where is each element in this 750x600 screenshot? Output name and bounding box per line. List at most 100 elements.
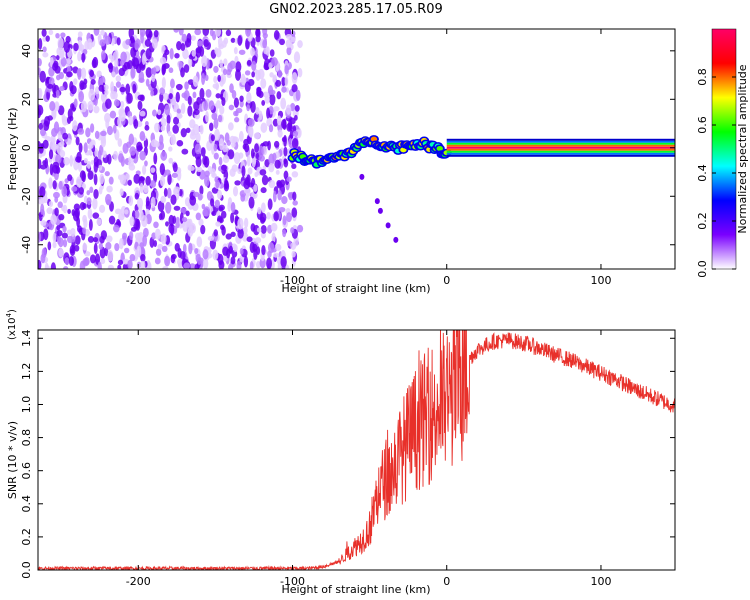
noise-blob bbox=[69, 154, 74, 167]
snr-x-axis-label: Height of straight line (km) bbox=[281, 583, 430, 596]
noise-blob bbox=[127, 259, 133, 269]
noise-blob bbox=[99, 235, 105, 244]
noise-blob bbox=[150, 180, 157, 188]
noise-blob bbox=[180, 102, 186, 114]
noise-blob bbox=[158, 213, 163, 221]
noise-blob bbox=[75, 136, 80, 146]
noise-blob bbox=[128, 115, 134, 126]
noise-blob bbox=[283, 146, 288, 157]
noise-blob bbox=[202, 155, 208, 166]
noise-blob bbox=[62, 132, 69, 140]
noise-blob bbox=[138, 71, 145, 83]
noise-blob bbox=[100, 29, 105, 36]
noise-blob bbox=[115, 75, 122, 82]
noise-blob bbox=[83, 218, 88, 229]
noise-blob bbox=[183, 262, 191, 269]
noise-blob bbox=[163, 62, 170, 69]
noise-blob bbox=[268, 89, 276, 96]
noise-blob bbox=[45, 35, 50, 42]
noise-blob bbox=[119, 100, 125, 109]
noise-blob bbox=[202, 208, 208, 217]
noise-blob bbox=[38, 198, 44, 205]
noise-blob bbox=[246, 155, 251, 167]
noise-blob bbox=[142, 164, 147, 175]
noise-blob bbox=[38, 231, 42, 243]
noise-blob bbox=[164, 49, 170, 56]
noise-blob bbox=[291, 163, 297, 169]
noise-blob bbox=[63, 40, 71, 53]
noise-blob bbox=[139, 29, 146, 38]
noise-blob bbox=[61, 232, 68, 239]
noise-blob bbox=[167, 173, 172, 186]
noise-blob bbox=[78, 90, 85, 103]
snr-y-axis-label: SNR (10 * v/v) bbox=[6, 421, 19, 499]
noise-blob bbox=[43, 120, 50, 132]
noise-blob bbox=[163, 93, 169, 101]
noise-blob bbox=[114, 66, 119, 75]
signal-scatter-blob bbox=[374, 198, 380, 205]
noise-blob bbox=[93, 242, 98, 255]
noise-blob bbox=[117, 264, 122, 269]
noise-blob bbox=[224, 177, 228, 190]
noise-blob bbox=[243, 138, 249, 146]
noise-blob bbox=[194, 247, 199, 255]
noise-blob bbox=[269, 49, 275, 57]
noise-blob bbox=[224, 132, 230, 143]
noise-blob bbox=[282, 215, 287, 226]
noise-blob bbox=[230, 231, 236, 237]
noise-blob bbox=[250, 47, 255, 57]
noise-blob bbox=[286, 212, 293, 223]
noise-blob bbox=[237, 228, 244, 239]
noise-blob bbox=[48, 29, 54, 36]
noise-blob bbox=[151, 73, 156, 83]
noise-blob bbox=[237, 168, 242, 175]
noise-blob bbox=[94, 130, 100, 140]
noise-blob bbox=[57, 105, 65, 116]
noise-blob bbox=[296, 224, 304, 233]
noise-blob bbox=[38, 143, 44, 154]
noise-blob bbox=[98, 242, 104, 250]
snr-y-multiplier-close: ) bbox=[7, 309, 18, 313]
noise-blob bbox=[105, 199, 111, 206]
noise-blob bbox=[267, 242, 275, 254]
noise-blob bbox=[176, 108, 181, 114]
noise-blob bbox=[100, 136, 107, 148]
colorbar-tick-label: 0.8 bbox=[696, 68, 709, 86]
noise-blob bbox=[86, 161, 91, 169]
colorbar-tick-label: 0.0 bbox=[696, 260, 709, 278]
noise-blob bbox=[176, 139, 184, 147]
noise-blob bbox=[269, 93, 276, 106]
noise-blob bbox=[289, 129, 294, 140]
noise-blob bbox=[268, 124, 274, 133]
snr-y-tick-label: 1.4 bbox=[20, 330, 33, 348]
noise-blob bbox=[59, 50, 65, 59]
noise-blob bbox=[48, 77, 55, 86]
noise-blob bbox=[86, 38, 93, 50]
noise-blob bbox=[193, 101, 200, 111]
noise-blob bbox=[75, 156, 82, 163]
noise-blob bbox=[261, 202, 266, 213]
snr-y-tick-label: 0.8 bbox=[20, 429, 33, 447]
noise-blob bbox=[266, 211, 271, 220]
noise-blob bbox=[194, 29, 202, 36]
noise-blob bbox=[56, 229, 63, 237]
noise-blob bbox=[62, 225, 67, 233]
noise-blob bbox=[93, 156, 99, 167]
noise-blob bbox=[245, 29, 251, 37]
noise-blob bbox=[139, 110, 146, 117]
noise-blob bbox=[195, 132, 201, 143]
noise-blob bbox=[234, 117, 240, 123]
noise-blob bbox=[247, 118, 255, 128]
noise-blob bbox=[164, 104, 171, 116]
signal-scatter-blob bbox=[393, 236, 399, 243]
noise-blob bbox=[176, 41, 182, 51]
noise-blob bbox=[254, 171, 259, 178]
noise-blob bbox=[280, 97, 287, 110]
noise-blob bbox=[261, 244, 266, 256]
noise-blob bbox=[46, 90, 51, 101]
noise-blob bbox=[40, 128, 46, 137]
noise-blob bbox=[233, 47, 238, 55]
noise-blob bbox=[125, 38, 131, 46]
noise-blob bbox=[122, 263, 129, 269]
noise-blob bbox=[239, 247, 244, 255]
